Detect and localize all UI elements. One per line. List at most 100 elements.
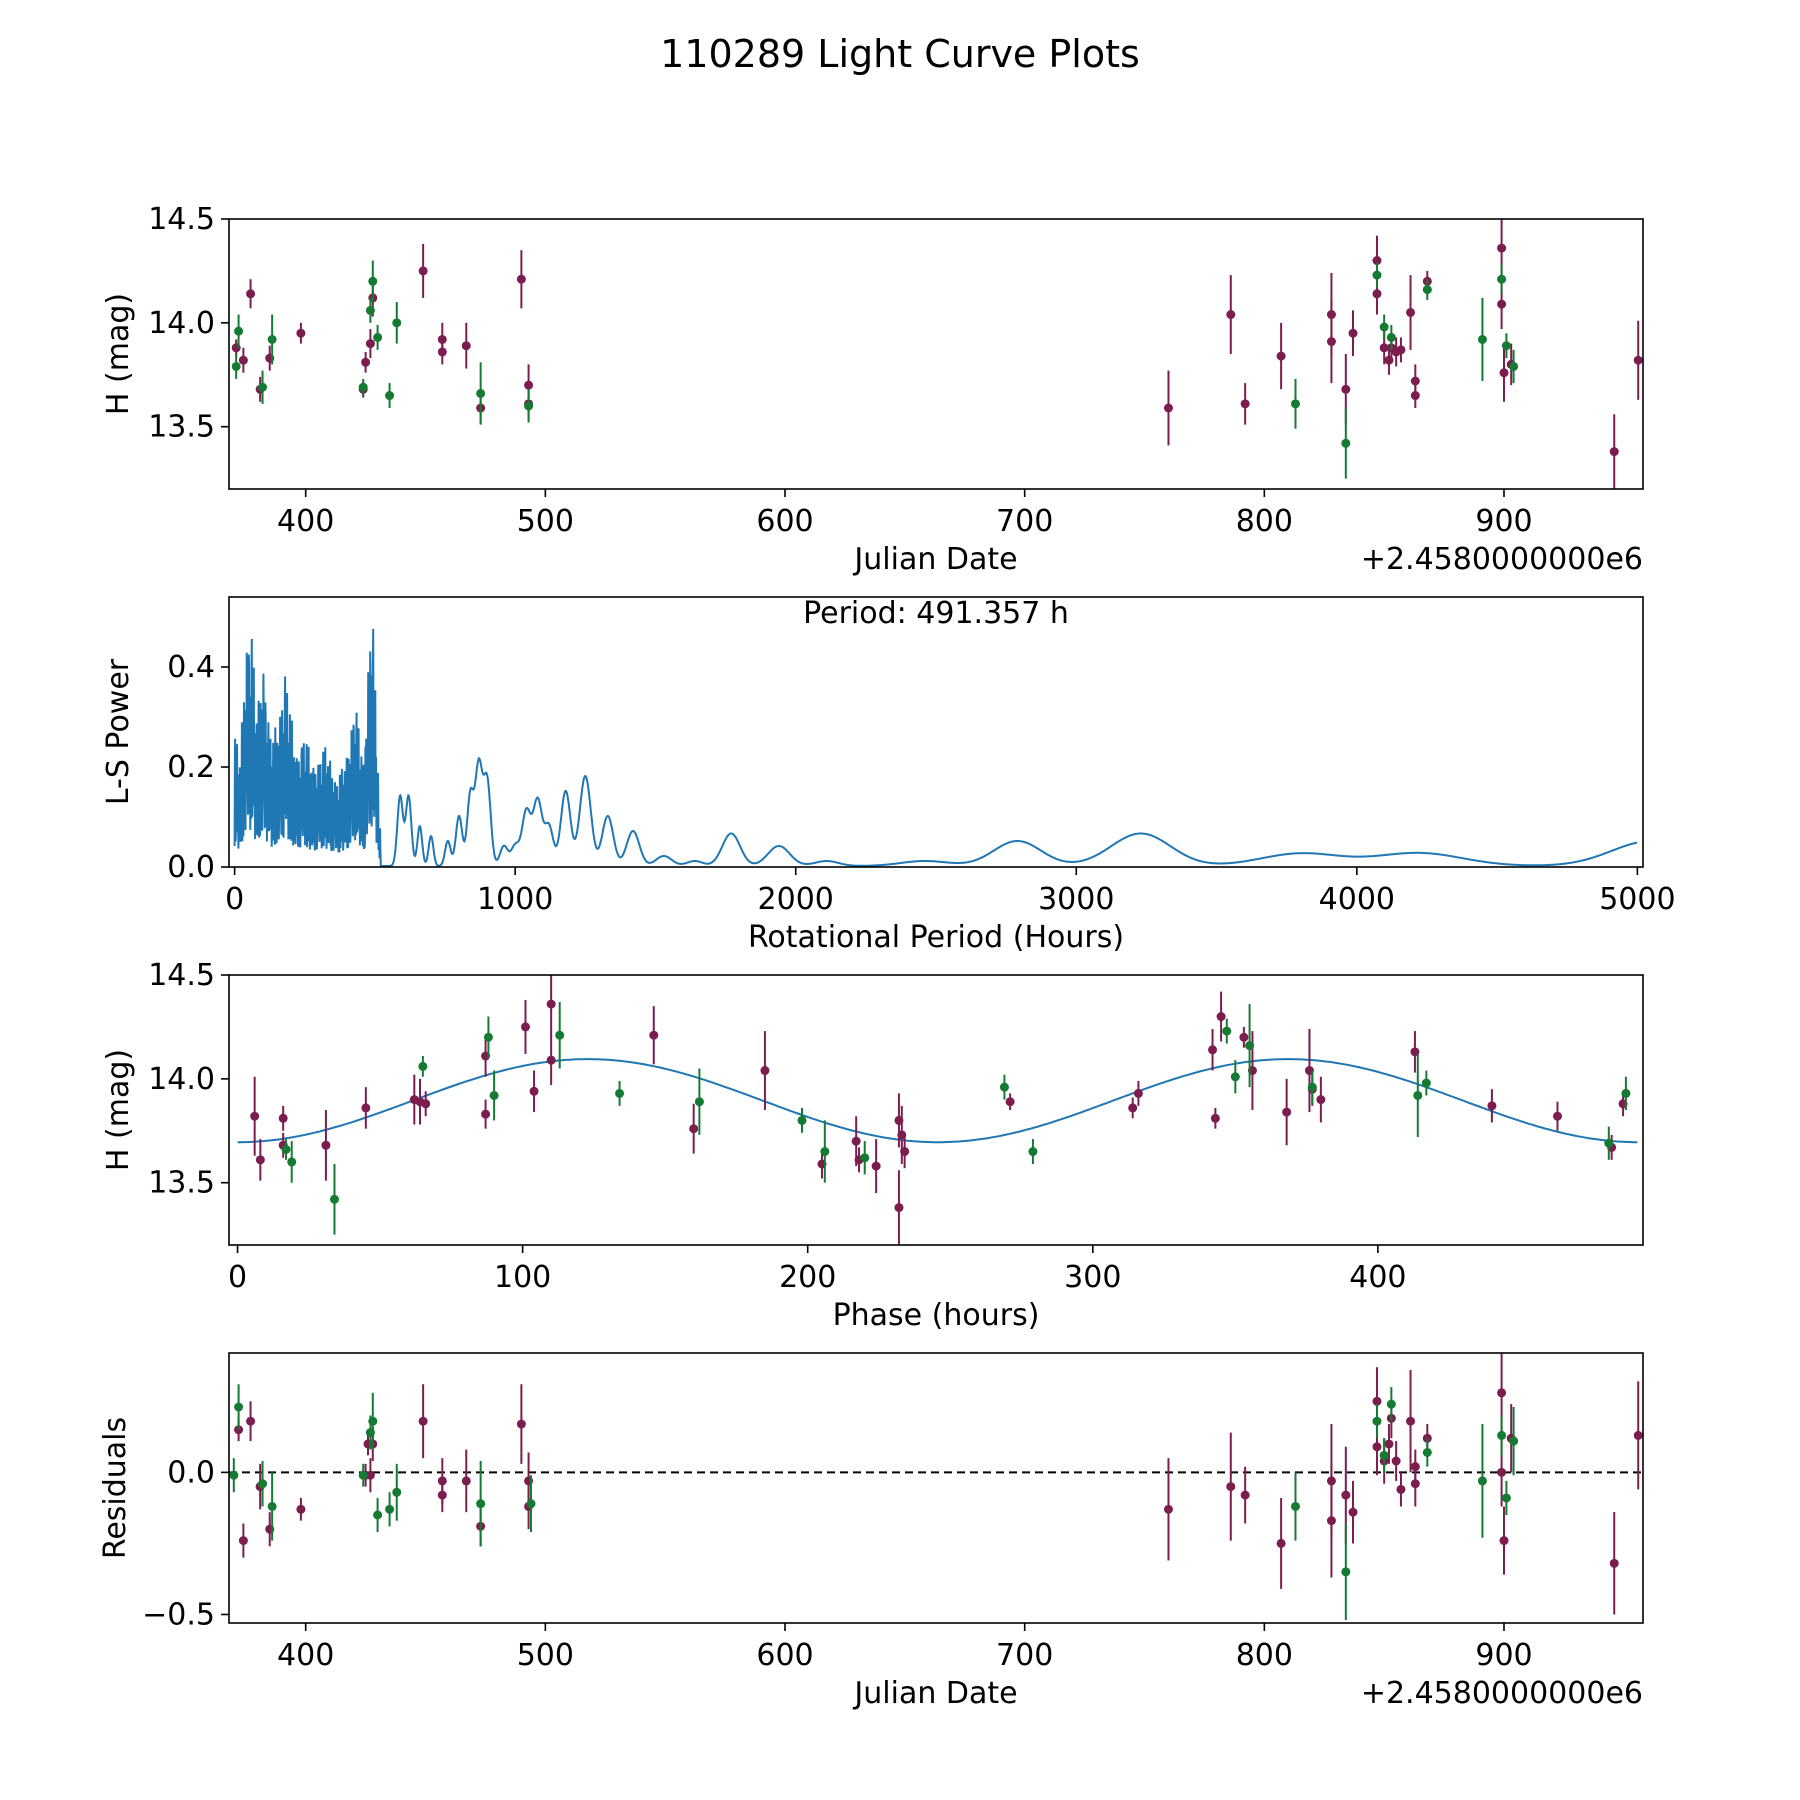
- data-point: [1499, 1536, 1509, 1546]
- x-offset-label: +2.4580000000e6: [1361, 1676, 1643, 1711]
- plot-area: [231, 219, 1643, 489]
- data-point: [689, 1124, 699, 1134]
- x-tick-label: 700: [996, 504, 1053, 539]
- data-point: [1290, 1501, 1300, 1511]
- data-point: [516, 274, 526, 284]
- data-point: [358, 1470, 368, 1480]
- data-point: [1509, 1436, 1519, 1446]
- data-point: [851, 1136, 861, 1146]
- x-tick-label: 200: [779, 1260, 836, 1295]
- data-point: [476, 1499, 486, 1509]
- data-point: [1487, 1101, 1497, 1111]
- power-curve: [233, 628, 1638, 867]
- series-filter-a: [234, 1353, 1643, 1615]
- data-point: [1341, 438, 1351, 448]
- data-point: [418, 1061, 428, 1071]
- data-point: [546, 999, 556, 1009]
- y-tick-label: 0.2: [167, 750, 215, 785]
- data-point: [649, 1030, 659, 1040]
- data-point: [760, 1066, 770, 1076]
- data-point: [1413, 1090, 1423, 1100]
- data-point: [1410, 376, 1420, 386]
- data-point: [1422, 285, 1432, 295]
- data-point: [555, 1030, 565, 1040]
- data-point: [1422, 1447, 1432, 1457]
- data-point: [1245, 1041, 1255, 1051]
- data-point: [1501, 341, 1511, 351]
- data-point: [860, 1153, 870, 1163]
- panel-residuals: 400 500 600 700 800 900 −0.5 0.0 Julian Date Resi…: [98, 1352, 1644, 1711]
- data-point: [1276, 351, 1286, 361]
- data-point: [1341, 384, 1351, 394]
- data-point: [1276, 1538, 1286, 1548]
- data-point: [231, 361, 241, 371]
- data-point: [1386, 332, 1396, 342]
- x-tick-label: 500: [517, 1638, 574, 1673]
- data-point: [418, 1416, 428, 1426]
- data-point: [529, 1086, 539, 1096]
- data-point: [546, 1055, 556, 1065]
- data-point: [238, 355, 248, 365]
- data-point: [1208, 1045, 1218, 1055]
- data-point: [1410, 391, 1420, 401]
- x-axis-label: Rotational Period (Hours): [748, 920, 1124, 955]
- data-point: [524, 380, 534, 390]
- data-point: [368, 1416, 378, 1426]
- data-point: [1497, 1388, 1507, 1398]
- data-point: [615, 1088, 625, 1098]
- data-point: [329, 1194, 339, 1204]
- x-axis-label: Phase (hours): [833, 1298, 1040, 1333]
- x-tick-label: 800: [1236, 504, 1293, 539]
- data-point: [1348, 328, 1358, 338]
- data-point: [246, 289, 256, 299]
- axes-frame: [228, 1352, 1644, 1624]
- x-tick-label: 600: [756, 1638, 813, 1673]
- data-point: [1621, 1088, 1631, 1098]
- data-point: [234, 326, 244, 336]
- data-point: [1282, 1107, 1292, 1117]
- x-axis-label: Julian Date: [852, 1676, 1017, 1711]
- x-tick-label: 500: [517, 504, 574, 539]
- data-point: [258, 1479, 268, 1489]
- y-tick-label: 14.5: [148, 202, 215, 237]
- series-filter-b: [229, 1384, 1519, 1621]
- x-tick-label: 2000: [758, 882, 834, 917]
- data-point: [321, 1140, 331, 1150]
- data-point: [287, 1157, 297, 1167]
- data-point: [524, 401, 534, 411]
- data-point: [900, 1147, 910, 1157]
- panel-lightcurve: 400 500 600 700 800 900 13.5 14.0 14.5 Julian Dat…: [101, 202, 1644, 577]
- data-point: [1406, 1416, 1416, 1426]
- period-annotation: Period: 491.357 h: [803, 596, 1069, 631]
- data-point: [1499, 368, 1509, 378]
- data-point: [1386, 1399, 1396, 1409]
- data-point: [1497, 274, 1507, 284]
- data-point: [1163, 1504, 1173, 1514]
- y-tick-label: 0.4: [167, 650, 215, 685]
- data-point: [694, 1097, 704, 1107]
- data-point: [1379, 343, 1389, 353]
- data-point: [999, 1082, 1009, 1092]
- data-point: [1609, 447, 1619, 457]
- data-point: [246, 1416, 256, 1426]
- data-point: [1421, 1078, 1431, 1088]
- data-point: [418, 266, 428, 276]
- data-point: [481, 1109, 491, 1119]
- x-tick-label: 100: [494, 1260, 551, 1295]
- data-point: [1604, 1138, 1614, 1148]
- data-point: [1477, 1476, 1487, 1486]
- y-tick-label: 0.0: [167, 1455, 215, 1490]
- x-offset-label: +2.4580000000e6: [1361, 542, 1643, 577]
- x-tick-label: 600: [756, 504, 813, 539]
- panel-periodogram: Period: 491.357 h 0 1000 2000 3000 4000 5000 0.…: [101, 596, 1676, 955]
- fit-curve: [237, 1058, 1638, 1144]
- data-point: [1497, 243, 1507, 253]
- data-point: [267, 334, 277, 344]
- data-point: [392, 318, 402, 328]
- series-filter-a: [250, 975, 1628, 1245]
- y-axis-label: Residuals: [98, 1417, 133, 1559]
- x-tick-label: 4000: [1319, 882, 1395, 917]
- data-point: [516, 1419, 526, 1429]
- data-point: [1372, 270, 1382, 280]
- data-point: [820, 1147, 830, 1157]
